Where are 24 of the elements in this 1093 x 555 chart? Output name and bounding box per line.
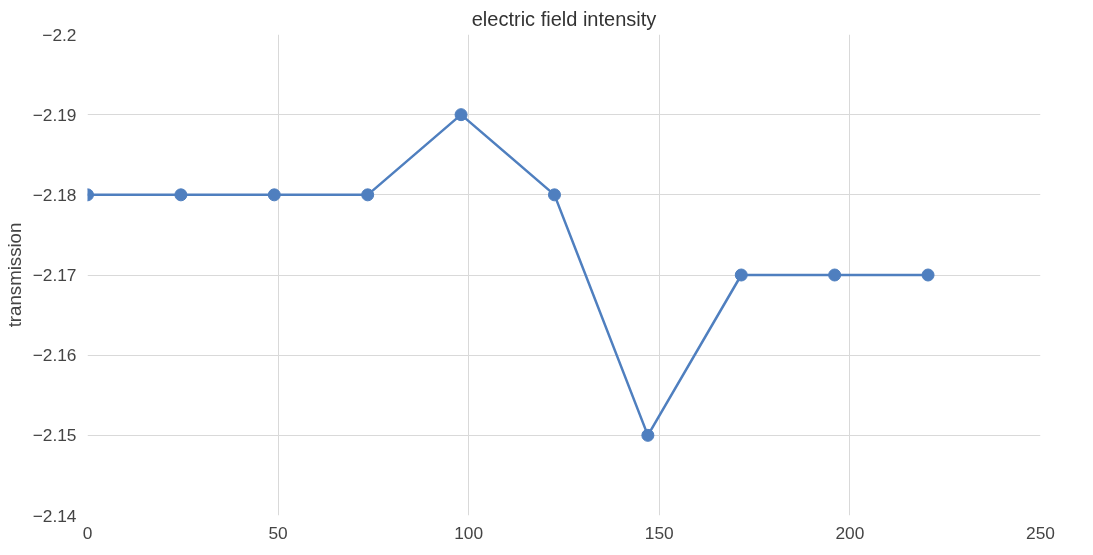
y-tick-label: −2.15 xyxy=(32,425,77,446)
x-tick-label: 0 xyxy=(82,522,93,543)
x-tick-label: 50 xyxy=(268,522,288,543)
chart-title: electric field intensity xyxy=(471,7,657,30)
point xyxy=(454,108,468,122)
point xyxy=(921,268,935,282)
y-tick-label: −2.19 xyxy=(32,104,77,125)
x-tick-label: 100 xyxy=(454,522,484,543)
y-tick-label: −2.2 xyxy=(42,24,77,45)
point xyxy=(174,188,188,202)
y-axis-title: transmission xyxy=(3,222,25,328)
y-tick-label: −2.16 xyxy=(32,345,77,366)
point xyxy=(734,268,748,282)
x-tick-label: 250 xyxy=(1026,522,1055,543)
y-tick-label: −2.17 xyxy=(32,265,77,285)
point xyxy=(828,268,842,282)
y-tick-label: −2.14 xyxy=(32,505,77,526)
x-tick-label: 200 xyxy=(835,522,865,543)
point xyxy=(361,188,375,202)
x-tick-label: 150 xyxy=(644,522,674,543)
point xyxy=(641,428,655,442)
point xyxy=(547,188,561,202)
y-tick-label: −2.18 xyxy=(32,184,77,205)
point xyxy=(267,188,281,202)
